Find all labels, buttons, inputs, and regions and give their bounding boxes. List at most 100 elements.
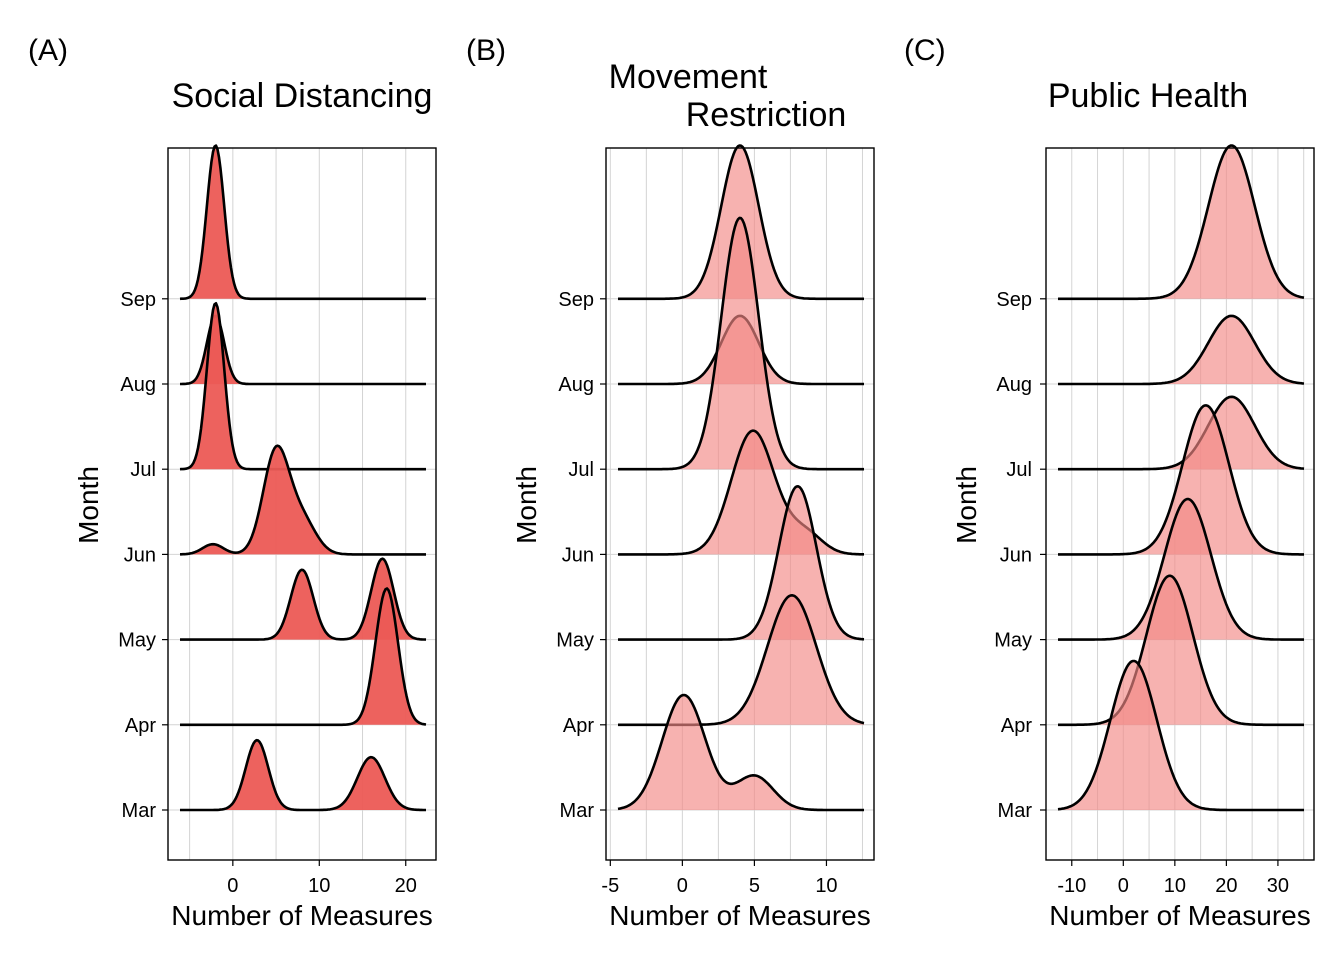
x-tick-label: -10 <box>1057 875 1086 897</box>
x-tick-label: 5 <box>749 875 760 897</box>
ridge-line <box>618 429 864 556</box>
y-tick-label: Jun <box>124 544 156 566</box>
ridge-line <box>618 594 865 727</box>
panel-title: Movement <box>609 58 768 96</box>
x-tick-label: 10 <box>815 875 837 897</box>
plot-frame <box>167 147 437 861</box>
ridges <box>617 144 865 812</box>
panel-letter: (C) <box>904 34 946 67</box>
ridge-line <box>179 302 426 471</box>
y-tick-label: Mar <box>560 800 595 822</box>
x-tick-label: 0 <box>677 875 688 897</box>
y-tick-label: May <box>556 630 594 652</box>
x-axis-title: Number of Measures <box>1049 900 1310 931</box>
ridge-fill <box>180 740 426 810</box>
ridge-line <box>180 444 426 556</box>
x-tick-label: 0 <box>227 875 238 897</box>
y-tick-label: May <box>118 630 156 652</box>
x-tick-label: 20 <box>395 875 417 897</box>
ridge-apr <box>180 587 427 727</box>
ridge-fill <box>618 695 864 810</box>
y-axis-title: Month <box>511 466 542 544</box>
ridge-aug <box>1058 314 1305 386</box>
ridge-fill <box>1058 405 1304 555</box>
x-tick-label: 0 <box>1118 875 1129 897</box>
ridge-jul <box>1058 395 1305 471</box>
x-tick-label: 10 <box>308 875 330 897</box>
ridge-fill <box>618 217 864 470</box>
x-axis: -5 0 5 10 <box>601 860 838 897</box>
ridge-mar <box>1057 659 1304 812</box>
x-tick-label: 30 <box>1267 875 1289 897</box>
ridge-line <box>1058 144 1305 301</box>
ridge-jun <box>1058 404 1304 556</box>
ridge-may <box>618 485 865 641</box>
y-axis-title: Month <box>951 466 982 544</box>
ridge-sep <box>1058 144 1305 301</box>
ridge-jul <box>179 302 426 471</box>
ridge-line <box>618 144 864 301</box>
ridges <box>179 144 427 812</box>
ridge-apr <box>1058 574 1304 727</box>
ridge-fill <box>180 145 426 299</box>
y-tick-label: Sep <box>558 289 594 311</box>
ridge-may <box>180 557 427 641</box>
y-tick-label: Jul <box>1006 459 1032 481</box>
ridge-fill <box>1058 315 1304 384</box>
x-axis: 0 10 20 <box>227 860 417 897</box>
ridge-fill <box>618 486 864 640</box>
y-tick-label: Jul <box>568 459 594 481</box>
panel-title: Public Health <box>1048 77 1248 115</box>
y-tick-label: Aug <box>120 374 156 396</box>
y-tick-label: Mar <box>122 800 157 822</box>
x-tick-label: -5 <box>601 875 619 897</box>
ridges <box>1057 144 1305 812</box>
x-tick-label: 10 <box>1164 875 1186 897</box>
x-axis: -10 0 10 20 30 <box>1057 860 1289 897</box>
ridge-line <box>1058 395 1305 471</box>
ridge-apr <box>618 594 865 727</box>
ridge-sep <box>179 144 426 301</box>
ridge-line <box>180 587 427 727</box>
y-tick-label: Mar <box>998 800 1033 822</box>
plot-frame <box>605 147 875 861</box>
ridge-fill <box>1058 145 1304 299</box>
y-tick-label: Apr <box>563 715 594 737</box>
y-tick-label: Sep <box>996 289 1032 311</box>
ridge-fill <box>180 303 426 470</box>
ridge-line <box>180 557 427 641</box>
y-tick-label: Jun <box>562 544 594 566</box>
ridge-fill <box>618 430 864 555</box>
y-axis: Mar Apr May Jun Jul Aug Sep <box>118 289 168 822</box>
ridge-jun <box>618 429 864 556</box>
y-axis: Mar Apr May Jun Jul Aug Sep <box>994 289 1046 822</box>
panel-title: Restriction <box>686 96 847 134</box>
ridge-mar <box>617 693 864 812</box>
ridge-fill <box>180 588 426 725</box>
ridge-line <box>1058 404 1304 556</box>
y-tick-label: Apr <box>1001 715 1032 737</box>
y-tick-label: Sep <box>120 289 156 311</box>
ridge-jul <box>618 216 864 471</box>
ridge-may <box>1058 497 1304 641</box>
ridge-line <box>618 216 864 471</box>
panel-letter: (A) <box>28 34 68 67</box>
y-axis-title: Month <box>73 466 104 544</box>
ridge-jun <box>180 444 426 556</box>
y-tick-label: Jul <box>130 459 156 481</box>
panel-c: (C) Public Health -10 0 10 20 30 Mar Apr May Jun Ju… <box>904 34 1315 931</box>
panel-letter: (B) <box>466 34 506 67</box>
x-axis-title: Number of Measures <box>609 900 870 931</box>
ridge-fill <box>1058 396 1304 470</box>
y-axis: Mar Apr May Jun Jul Aug Sep <box>556 289 606 822</box>
y-tick-label: Aug <box>558 374 594 396</box>
ridge-line <box>1057 659 1304 812</box>
ridge-line <box>180 738 426 812</box>
ridge-line <box>1058 574 1304 727</box>
ridge-line <box>618 485 865 641</box>
ridge-line <box>1058 314 1305 386</box>
y-tick-label: Jun <box>1000 544 1032 566</box>
x-axis-title: Number of Measures <box>171 900 432 931</box>
